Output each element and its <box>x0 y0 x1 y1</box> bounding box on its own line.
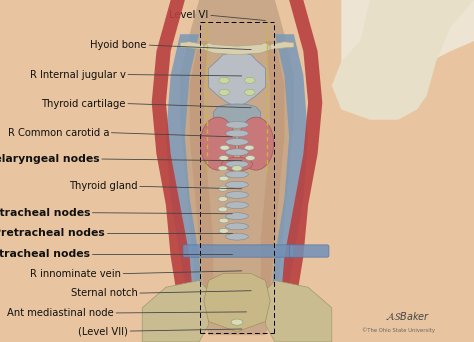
Text: R Common carotid a: R Common carotid a <box>8 128 109 138</box>
Ellipse shape <box>200 117 236 170</box>
Text: R Paratracheal nodes: R Paratracheal nodes <box>0 249 90 259</box>
Ellipse shape <box>226 161 248 168</box>
Polygon shape <box>204 274 270 332</box>
Polygon shape <box>270 34 308 308</box>
Text: L Paratracheal nodes: L Paratracheal nodes <box>0 208 90 218</box>
Ellipse shape <box>219 89 229 95</box>
Ellipse shape <box>219 228 228 233</box>
Polygon shape <box>142 280 209 342</box>
Polygon shape <box>213 104 261 124</box>
Ellipse shape <box>246 156 255 160</box>
FancyBboxPatch shape <box>183 245 293 257</box>
Ellipse shape <box>226 223 248 230</box>
Ellipse shape <box>226 233 248 240</box>
Text: ©The Ohio State University: ©The Ohio State University <box>362 327 435 333</box>
Ellipse shape <box>226 149 248 156</box>
Ellipse shape <box>219 156 228 160</box>
Text: (Level VII): (Level VII) <box>78 326 128 336</box>
Ellipse shape <box>245 77 255 83</box>
Text: Sternal notch: Sternal notch <box>71 288 137 298</box>
Polygon shape <box>209 52 265 106</box>
Text: R Internal jugular v: R Internal jugular v <box>30 69 126 80</box>
Polygon shape <box>280 0 322 315</box>
Ellipse shape <box>219 77 229 83</box>
Ellipse shape <box>219 176 228 181</box>
Text: Hyoid bone: Hyoid bone <box>91 40 147 50</box>
Polygon shape <box>180 0 294 335</box>
Polygon shape <box>166 34 204 308</box>
Ellipse shape <box>226 192 248 198</box>
Ellipse shape <box>226 130 248 137</box>
Polygon shape <box>180 42 204 50</box>
Ellipse shape <box>226 181 248 188</box>
Polygon shape <box>199 0 275 51</box>
Text: Thyroid gland: Thyroid gland <box>69 181 137 192</box>
Ellipse shape <box>218 166 228 171</box>
Ellipse shape <box>226 139 248 145</box>
Text: Level VI: Level VI <box>169 10 209 21</box>
Polygon shape <box>261 41 284 291</box>
Polygon shape <box>152 0 194 315</box>
Text: $\mathcal{A}\mathcal{S}$Baker: $\mathcal{A}\mathcal{S}$Baker <box>385 311 430 322</box>
Polygon shape <box>265 280 332 342</box>
Ellipse shape <box>226 121 248 128</box>
Polygon shape <box>204 43 270 55</box>
Text: Ant mediastinal node: Ant mediastinal node <box>7 308 114 318</box>
Ellipse shape <box>226 213 248 220</box>
Polygon shape <box>270 42 294 50</box>
Text: Thyroid cartilage: Thyroid cartilage <box>41 98 126 109</box>
Polygon shape <box>332 0 474 120</box>
Ellipse shape <box>219 218 228 223</box>
Ellipse shape <box>232 166 242 171</box>
Text: R innominate vein: R innominate vein <box>30 268 121 279</box>
Text: Prelaryngeal nodes: Prelaryngeal nodes <box>0 154 100 164</box>
Polygon shape <box>341 0 474 75</box>
Ellipse shape <box>218 207 228 212</box>
Ellipse shape <box>238 117 274 170</box>
FancyBboxPatch shape <box>290 245 329 257</box>
Ellipse shape <box>245 89 255 95</box>
Polygon shape <box>190 41 213 291</box>
Ellipse shape <box>226 171 248 178</box>
Ellipse shape <box>220 145 229 150</box>
Ellipse shape <box>221 157 252 171</box>
Ellipse shape <box>218 197 228 201</box>
Ellipse shape <box>245 145 254 150</box>
Ellipse shape <box>226 202 248 209</box>
Ellipse shape <box>231 319 243 325</box>
Text: Pretracheal nodes: Pretracheal nodes <box>0 228 104 238</box>
Ellipse shape <box>218 186 228 191</box>
